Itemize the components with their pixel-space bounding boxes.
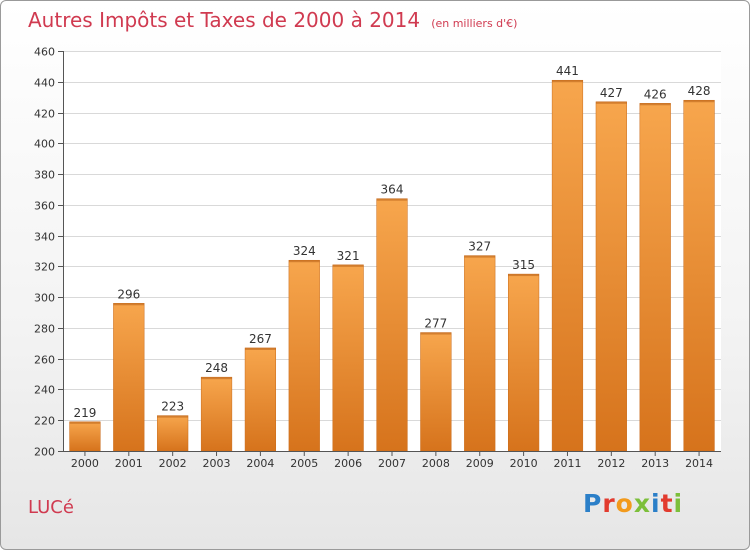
y-axis-ticks: 200 220 240 260 280 300 320 340 360 380 400 420 440 4…: [34, 46, 63, 459]
data-label-2004: 267: [249, 332, 272, 346]
bar-top-edge: [420, 332, 452, 335]
data-label-2012: 427: [600, 86, 623, 100]
data-label-2013: 426: [644, 87, 667, 101]
bar-top-edge: [639, 103, 671, 106]
bar-top-edge: [157, 415, 189, 418]
y-tick-label: 440: [34, 77, 55, 90]
x-tick-label-2012: 2012: [597, 457, 625, 470]
bar-top-edge: [288, 260, 320, 263]
bar-2010: [507, 273, 540, 452]
bar-top-edge: [552, 80, 583, 83]
x-tick-label-2001: 2001: [115, 457, 143, 470]
data-label-2000: 219: [73, 406, 96, 420]
data-label-2005: 324: [293, 244, 316, 258]
title-unit: (en milliers d'€): [431, 17, 518, 30]
y-tick-label: 420: [34, 108, 55, 121]
x-tick-label-2004: 2004: [246, 457, 274, 470]
bar-top-edge: [245, 347, 276, 350]
x-tick-label-2010: 2010: [510, 457, 538, 470]
bar-top-edge: [464, 255, 496, 258]
bar-2000: [69, 421, 101, 452]
bar-top-edge: [376, 198, 408, 201]
chart-title: Autres Impôts et Taxes de 2000 à 2014 (e…: [28, 8, 517, 32]
logo-letter: o: [615, 489, 634, 518]
bar-2006: [332, 264, 364, 452]
x-tick-label-2014: 2014: [685, 457, 713, 470]
x-tick-label-2005: 2005: [290, 457, 318, 470]
y-tick-label: 360: [34, 200, 55, 213]
bar-2014: [683, 99, 715, 452]
bar-top-edge: [332, 264, 364, 267]
logo-letter: x: [633, 489, 651, 518]
x-tick-label-2009: 2009: [466, 457, 494, 470]
logo-letter: i: [673, 489, 684, 518]
bar-2009: [464, 255, 496, 452]
x-tick-label-2013: 2013: [641, 457, 669, 470]
y-tick-label: 380: [34, 169, 55, 182]
logo-letter: i: [651, 489, 661, 518]
x-tick-label-2007: 2007: [378, 457, 406, 470]
x-tick-label-2011: 2011: [553, 457, 581, 470]
data-label-2009: 327: [468, 240, 491, 254]
data-label-2007: 364: [381, 183, 404, 197]
town-name: LUCé: [28, 497, 74, 518]
data-label-2003: 248: [205, 361, 228, 375]
bar-2008: [420, 332, 452, 452]
data-label-2001: 296: [117, 287, 140, 301]
bar-top-edge: [683, 100, 715, 103]
bar-2007: [376, 198, 408, 452]
y-tick-label: 300: [34, 292, 55, 305]
bar-2004: [244, 347, 277, 452]
bar-2012: [595, 101, 627, 452]
x-tick-label-2002: 2002: [159, 457, 187, 470]
y-tick-label: 280: [34, 323, 55, 336]
bar-top-edge: [69, 421, 101, 424]
bars: [69, 79, 715, 452]
bar-top-edge: [595, 101, 627, 104]
x-tick-label-2008: 2008: [422, 457, 450, 470]
data-label-2006: 321: [337, 249, 360, 263]
y-tick-label: 200: [34, 446, 55, 459]
x-tick-label-2006: 2006: [334, 457, 362, 470]
data-label-2010: 315: [512, 258, 535, 272]
y-tick-label: 400: [34, 138, 55, 151]
y-tick-label: 240: [34, 384, 55, 397]
y-tick-label: 260: [34, 354, 55, 367]
x-tick-label-2003: 2003: [203, 457, 231, 470]
bar-2003: [200, 376, 233, 452]
data-label-2014: 428: [688, 84, 711, 98]
bar-2011: [551, 79, 584, 452]
data-label-2008: 277: [424, 317, 447, 331]
bar-2002: [157, 415, 189, 452]
y-tick-label: 460: [34, 46, 55, 59]
bar-2001: [113, 303, 145, 452]
y-tick-label: 220: [34, 415, 55, 428]
logo-letter: r: [602, 489, 616, 518]
data-label-2002: 223: [161, 400, 184, 414]
logo-letter: P: [583, 489, 603, 518]
title-text: Autres Impôts et Taxes de 2000 à 2014: [28, 8, 421, 32]
data-label-2011: 441: [556, 64, 579, 78]
logo-letter: t: [660, 489, 674, 518]
bar-2005: [288, 259, 320, 452]
bar-2013: [639, 103, 671, 452]
y-tick-label: 340: [34, 231, 55, 244]
x-tick-label-2000: 2000: [71, 457, 99, 470]
bar-top-edge: [508, 274, 539, 277]
data-labels: 219 296 223 248 267 324 321 364 277 327 315 441 427 4…: [73, 64, 710, 420]
bar-top-edge: [113, 303, 145, 306]
proxiti-logo: Proxiti: [583, 489, 683, 518]
bar-top-edge: [201, 377, 232, 380]
x-axis-ticks: 2000 2001 2002 2003 2004 2005 2006 2007 2008 2009…: [71, 451, 713, 470]
y-tick-label: 320: [34, 261, 55, 274]
